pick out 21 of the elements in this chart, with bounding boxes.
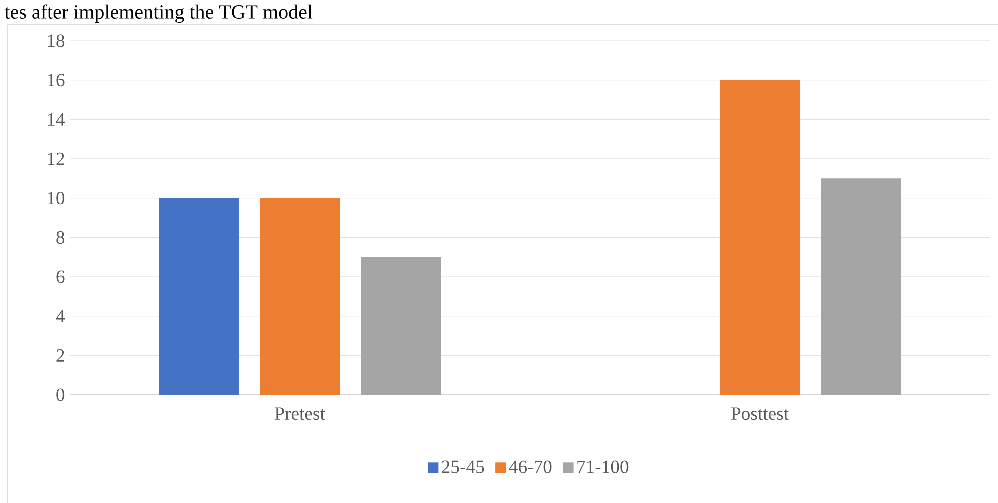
y-tick-label: 10 — [48, 192, 65, 205]
bar — [260, 198, 340, 395]
y-tick-label: 8 — [56, 231, 65, 244]
chart-title: tes after implementing the TGT model — [4, 4, 313, 24]
y-tick-label: 12 — [48, 152, 64, 166]
y-tick-label: 16 — [48, 74, 65, 87]
y-tick-label: 14 — [48, 113, 66, 126]
y-tick-label: 0 — [56, 388, 65, 402]
legend-label: 46-70 — [509, 460, 552, 474]
y-tick-label: 4 — [56, 310, 66, 322]
x-tick-label: Posttest — [732, 408, 789, 420]
bar — [720, 80, 800, 395]
y-tick-label: 6 — [56, 270, 65, 284]
y-tick-label: 2 — [56, 349, 64, 362]
legend-label: 25-45 — [442, 460, 484, 474]
x-tick-label: Pretest — [275, 408, 326, 420]
y-tick-label: 18 — [48, 34, 65, 48]
bar — [821, 178, 902, 395]
bar — [159, 198, 240, 395]
bar — [361, 257, 442, 395]
legend-label: 71-100 — [578, 460, 629, 474]
